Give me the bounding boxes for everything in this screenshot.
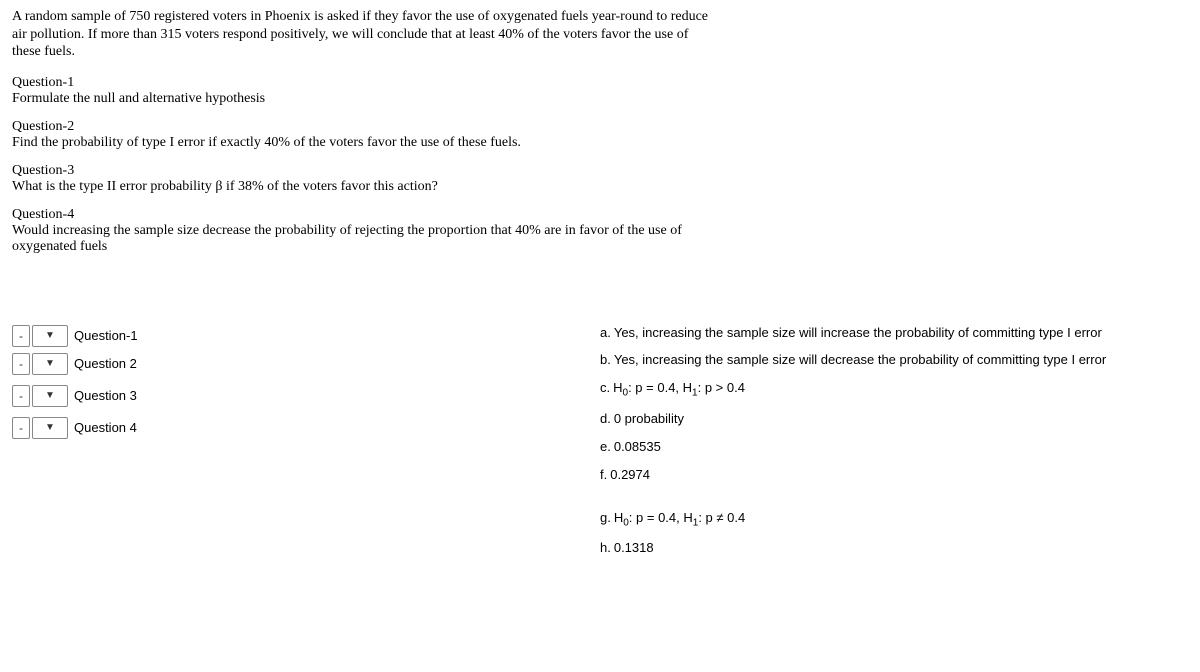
chevron-down-icon: ▼ <box>45 359 55 369</box>
match-row-2: - ▼ Question 2 <box>12 353 600 375</box>
match-select-1[interactable]: ▼ <box>32 325 68 347</box>
answer-letter-a: a. <box>600 325 611 340</box>
match-label-4: Question 4 <box>74 420 137 435</box>
answer-letter-f: f. <box>600 467 607 482</box>
match-row-1: - ▼ Question-1 <box>12 325 600 347</box>
match-value-box-2[interactable]: - <box>12 353 30 375</box>
question-3-text: What is the type II error probability β … <box>12 179 1188 195</box>
answer-b: b.Yes, increasing the sample size will d… <box>600 352 1188 369</box>
question-1-title: Question-1 <box>12 75 1188 91</box>
answer-c: c.H0: p = 0.4, H1: p > 0.4 <box>600 380 1188 400</box>
answer-f: f.0.2974 <box>600 467 1188 484</box>
match-value-box-1[interactable]: - <box>12 325 30 347</box>
answer-letter-h: h. <box>600 540 611 555</box>
answer-e: e.0.08535 <box>600 439 1188 456</box>
question-2-text: Find the probability of type I error if … <box>12 135 1188 151</box>
answer-letter-e: e. <box>600 439 611 454</box>
answer-h: h.0.1318 <box>600 540 1188 557</box>
answer-text-b: Yes, increasing the sample size will dec… <box>614 352 1106 367</box>
answer-d: d.0 probability <box>600 411 1188 428</box>
answer-letter-d: d. <box>600 411 611 426</box>
problem-intro: A random sample of 750 registered voters… <box>12 8 712 61</box>
question-3-title: Question-3 <box>12 163 1188 179</box>
answer-a: a.Yes, increasing the sample size will i… <box>600 325 1188 342</box>
answer-text-h: 0.1318 <box>614 540 654 555</box>
question-4-text: Would increasing the sample size decreas… <box>12 223 712 255</box>
answer-text-d: 0 probability <box>614 411 684 426</box>
chevron-down-icon: ▼ <box>45 391 55 401</box>
matching-left-column: - ▼ Question-1 - ▼ Question 2 - ▼ Questi… <box>12 325 600 569</box>
answer-text-e: 0.08535 <box>614 439 661 454</box>
question-1-block: Question-1 Formulate the null and altern… <box>12 75 1188 107</box>
chevron-down-icon: ▼ <box>45 331 55 341</box>
question-2-block: Question-2 Find the probability of type … <box>12 119 1188 151</box>
answer-letter-b: b. <box>600 352 611 367</box>
answers-column: a.Yes, increasing the sample size will i… <box>600 325 1188 569</box>
match-row-3: - ▼ Question 3 <box>12 385 600 407</box>
match-value-box-4[interactable]: - <box>12 417 30 439</box>
answer-g: g.H0: p = 0.4, H1: p ≠ 0.4 <box>600 510 1188 530</box>
answer-text-f: 0.2974 <box>610 467 650 482</box>
match-label-2: Question 2 <box>74 356 137 371</box>
match-select-3[interactable]: ▼ <box>32 385 68 407</box>
match-row-4: - ▼ Question 4 <box>12 417 600 439</box>
match-label-3: Question 3 <box>74 388 137 403</box>
answer-text-g: H0: p = 0.4, H1: p ≠ 0.4 <box>614 510 745 525</box>
answer-letter-g: g. <box>600 510 611 525</box>
question-1-text: Formulate the null and alternative hypot… <box>12 91 1188 107</box>
question-4-block: Question-4 Would increasing the sample s… <box>12 207 1188 255</box>
answer-letter-c: c. <box>600 380 610 395</box>
match-select-2[interactable]: ▼ <box>32 353 68 375</box>
chevron-down-icon: ▼ <box>45 423 55 433</box>
match-label-1: Question-1 <box>74 328 138 343</box>
match-select-4[interactable]: ▼ <box>32 417 68 439</box>
answer-text-c: H0: p = 0.4, H1: p > 0.4 <box>613 380 745 395</box>
question-4-title: Question-4 <box>12 207 1188 223</box>
match-value-box-3[interactable]: - <box>12 385 30 407</box>
question-2-title: Question-2 <box>12 119 1188 135</box>
answer-text-a: Yes, increasing the sample size will inc… <box>614 325 1102 340</box>
question-3-block: Question-3 What is the type II error pro… <box>12 163 1188 195</box>
